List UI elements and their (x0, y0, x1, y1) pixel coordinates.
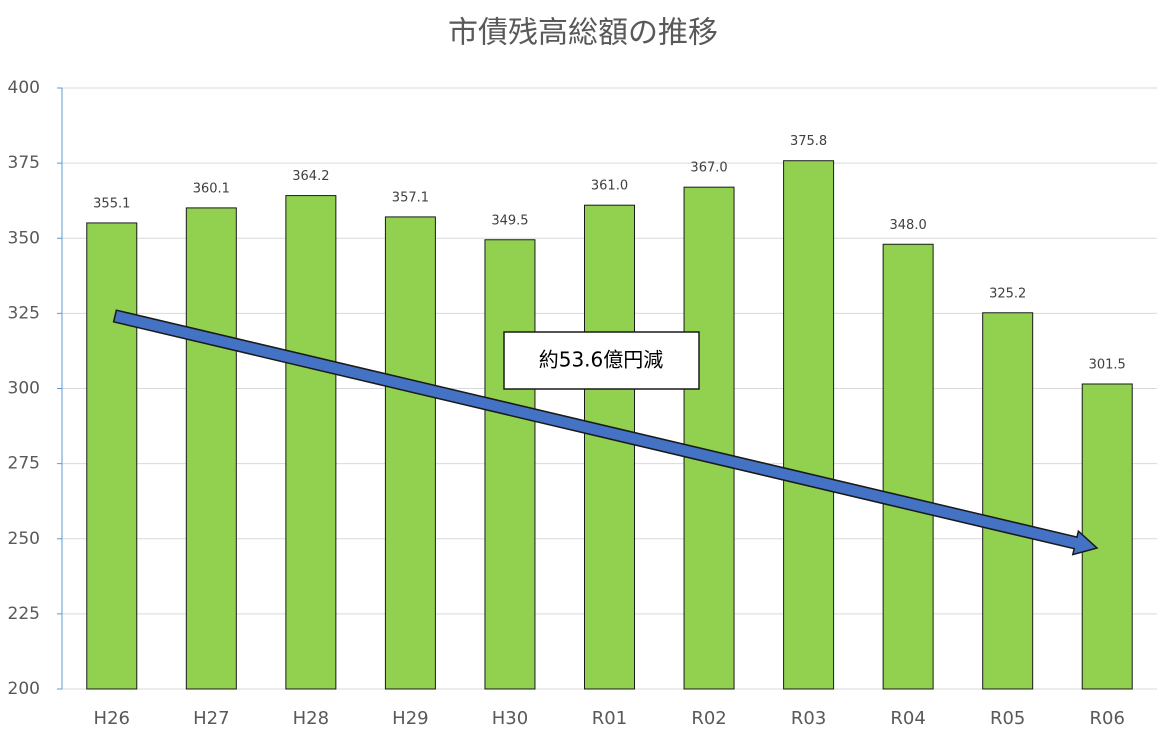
y-tick-label: 325 (8, 303, 40, 323)
y-tick-label: 225 (8, 604, 40, 624)
value-label: 355.1 (93, 196, 130, 211)
bar (982, 312, 1034, 690)
annotation: 約53.6億円減 (539, 348, 664, 372)
bar (783, 160, 835, 690)
value-label: 301.5 (1089, 357, 1126, 372)
x-tick-label: H28 (293, 708, 329, 729)
x-tick-label: R06 (1090, 708, 1125, 729)
chart-title: 市債残高総額の推移 (448, 16, 718, 51)
value-label: 367.0 (690, 161, 727, 176)
plot-area: 200 225 250 275 300 325 350 375 400 H26 355.1 H27 36… (8, 78, 1157, 729)
y-tick-label: 375 (8, 153, 40, 173)
x-tick-label: H30 (492, 708, 528, 729)
y-tick-label: 300 (8, 379, 40, 399)
value-label: 349.5 (491, 213, 528, 228)
bar (683, 186, 735, 690)
bar (584, 204, 635, 690)
x-tick-label: R03 (791, 708, 826, 729)
trend-arrow (112, 309, 1099, 556)
bar (882, 243, 934, 690)
bar (86, 222, 138, 690)
value-label: 357.1 (392, 190, 429, 205)
bar (484, 239, 536, 690)
value-label: 364.2 (292, 169, 329, 184)
y-tick-label: 400 (8, 78, 40, 98)
x-tick-label: H27 (193, 708, 229, 729)
y-tick-label: 275 (8, 454, 40, 474)
x-tick-label: R04 (890, 708, 925, 729)
value-label: 325.2 (989, 286, 1026, 301)
bar (1081, 383, 1133, 690)
y-tick-label: 350 (8, 228, 40, 248)
value-label: 375.8 (790, 134, 827, 149)
x-tick-label: R01 (592, 708, 627, 729)
x-tick-label: R02 (691, 708, 726, 729)
x-tick-label: H26 (94, 708, 130, 729)
value-label: 360.1 (193, 181, 230, 196)
value-label: 361.0 (591, 179, 628, 194)
bar (384, 216, 436, 690)
x-tick-label: H29 (392, 708, 428, 729)
x-tick-label: R05 (990, 708, 1025, 729)
value-label: 348.0 (890, 218, 927, 233)
bar (185, 207, 237, 690)
y-tick-label: 250 (8, 529, 40, 549)
annotation-box (503, 331, 700, 390)
y-tick-label: 200 (8, 679, 40, 699)
bar (285, 195, 337, 690)
